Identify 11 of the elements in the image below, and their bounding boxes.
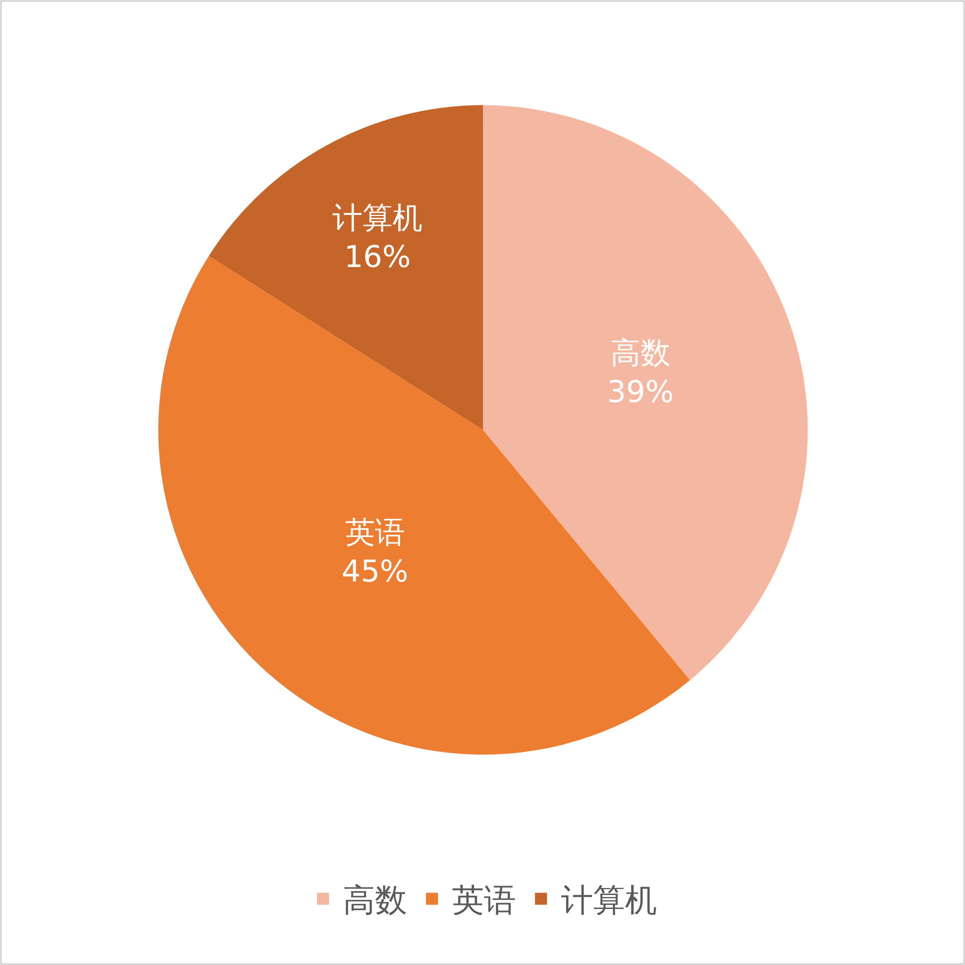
data-label: 16% (344, 240, 411, 275)
pie-slice (482, 105, 808, 680)
legend-label: 计算机 (561, 881, 657, 920)
legend-label: 高数 (343, 881, 407, 920)
data-label: 45% (342, 554, 408, 590)
data-label: 39% (607, 375, 674, 410)
slice-label: 英语 (344, 515, 405, 550)
slice-label: 计算机 (332, 200, 422, 236)
pie-slice (208, 105, 483, 430)
slice-label: 高数 (610, 336, 670, 372)
legend-label: 英语 (452, 881, 516, 920)
